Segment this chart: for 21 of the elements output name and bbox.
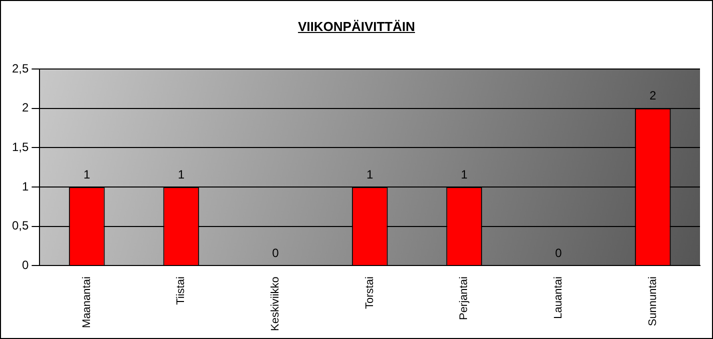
y-tick-label: 1 [22, 179, 29, 194]
x-tick-label: Sunnuntai [646, 276, 659, 326]
x-tick-label: Torstai [364, 276, 376, 309]
data-label: 1 [366, 167, 374, 182]
y-tick-label: 2,5 [12, 61, 29, 76]
x-tick-label: Maanantai [80, 276, 93, 328]
data-label: 2 [649, 88, 656, 103]
x-tick-label: Tiistai [175, 276, 188, 305]
data-label: 1 [84, 167, 91, 182]
data-label: 0 [272, 246, 280, 260]
y-tick-label: 2 [22, 100, 29, 115]
y-tick-label: 0,5 [12, 218, 29, 233]
y-tick-label: 0 [22, 258, 29, 272]
x-tick-label: Perjantai [458, 276, 470, 320]
x-tick-label: Lauantai [552, 276, 565, 319]
data-label: 1 [460, 167, 468, 182]
data-label: 1 [178, 167, 185, 182]
data-label: 0 [555, 246, 562, 260]
chart-title: VIIKONPÄIVITTÄIN [296, 19, 416, 34]
x-tick-label: Keskiviikko [270, 276, 282, 331]
y-tick-label: 1,5 [12, 140, 29, 154]
